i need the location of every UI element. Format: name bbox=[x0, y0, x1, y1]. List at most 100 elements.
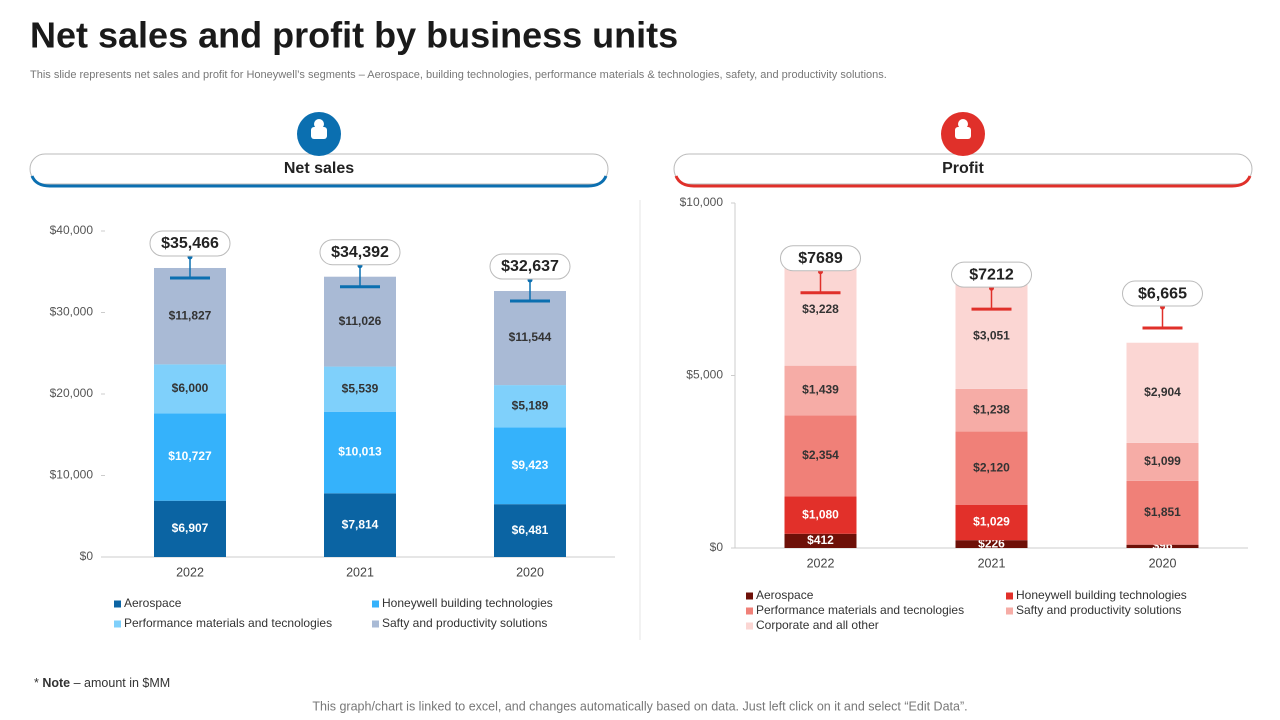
data-label: $5,189 bbox=[512, 398, 549, 412]
bar-segment bbox=[154, 267, 226, 365]
legend-swatch bbox=[372, 620, 379, 628]
note-text: – amount in $MM bbox=[74, 676, 171, 690]
footer: This graph/chart is linked to excel, and… bbox=[312, 699, 967, 713]
data-label: $1,238 bbox=[973, 402, 1010, 416]
legend-label: Corporate and all other bbox=[756, 618, 879, 632]
data-label: $9,423 bbox=[512, 458, 549, 472]
legend-swatch bbox=[114, 620, 121, 628]
y-tick-label: $10,000 bbox=[50, 468, 94, 482]
bar-segment bbox=[324, 366, 396, 412]
data-label: $11,544 bbox=[509, 330, 552, 344]
total-bubble bbox=[319, 239, 401, 266]
bar-segment bbox=[1126, 544, 1199, 548]
bar-segment bbox=[784, 365, 857, 416]
legend-swatch bbox=[746, 622, 753, 630]
y-tick-label: $0 bbox=[710, 540, 724, 554]
bar-segment bbox=[324, 493, 396, 557]
total-label: $32,637 bbox=[501, 258, 559, 275]
x-tick-label: 2020 bbox=[1149, 556, 1177, 570]
bar-segment bbox=[784, 496, 857, 534]
x-tick-label: 2021 bbox=[346, 565, 374, 579]
legend-swatch bbox=[372, 600, 379, 608]
data-label: $2,120 bbox=[973, 460, 1010, 474]
slide-title: Net sales and profit by business units bbox=[30, 15, 678, 56]
legend-label: Honeywell building technologies bbox=[1016, 588, 1187, 602]
data-label: $6,000 bbox=[172, 381, 209, 395]
total-bubble bbox=[780, 245, 861, 272]
bar-segment bbox=[494, 291, 566, 386]
bar-segment bbox=[1126, 342, 1199, 443]
legend-swatch bbox=[746, 592, 753, 600]
bar-segment bbox=[955, 388, 1028, 432]
legend-label: Safty and productivity solutions bbox=[1016, 603, 1181, 617]
total-label: $34,392 bbox=[331, 244, 389, 261]
slide-subtitle: This slide represents net sales and prof… bbox=[30, 69, 887, 81]
bar-segment bbox=[494, 385, 566, 428]
bar-segment bbox=[154, 364, 226, 414]
data-label: $6,907 bbox=[172, 521, 209, 535]
panel-icon-glyph bbox=[955, 127, 971, 139]
panel-icon-glyph bbox=[314, 119, 324, 129]
data-label: $10,013 bbox=[338, 445, 382, 459]
data-label: $2,904 bbox=[1144, 385, 1181, 399]
total-bubble bbox=[149, 230, 231, 257]
data-label: $11,026 bbox=[339, 314, 382, 328]
panel-title: Net sales bbox=[284, 160, 354, 177]
note: * Note – amount in $MM bbox=[34, 676, 170, 690]
y-tick-label: $5,000 bbox=[686, 368, 723, 382]
bar-segment bbox=[784, 533, 857, 548]
legend-label: Aerospace bbox=[124, 596, 182, 610]
total-bubble bbox=[1122, 280, 1203, 307]
legend-swatch bbox=[114, 600, 121, 608]
data-label: $5,539 bbox=[342, 381, 379, 395]
note-label: Note bbox=[42, 676, 70, 690]
bar-segment bbox=[784, 415, 857, 497]
data-label: $1,439 bbox=[802, 383, 839, 397]
x-tick-label: 2022 bbox=[176, 565, 204, 579]
panel-header-accent bbox=[674, 175, 1252, 188]
x-tick-label: 2021 bbox=[978, 556, 1006, 570]
total-label: $6,665 bbox=[1138, 285, 1187, 302]
bar-segment bbox=[1126, 442, 1199, 481]
data-label: $3,228 bbox=[802, 302, 839, 316]
panel-icon-glyph bbox=[311, 127, 327, 139]
bar-segment bbox=[154, 413, 226, 501]
legend-swatch bbox=[1006, 592, 1013, 600]
legend-label: Performance materials and tecnologies bbox=[756, 603, 964, 617]
data-label: $1,851 bbox=[1144, 505, 1181, 519]
bar-segment bbox=[494, 504, 566, 557]
data-label: $11,827 bbox=[169, 308, 212, 322]
panel-title: Profit bbox=[942, 160, 984, 177]
legend-swatch bbox=[746, 607, 753, 615]
legend-swatch bbox=[1006, 607, 1013, 615]
data-label: $10,727 bbox=[168, 449, 212, 463]
y-tick-label: $0 bbox=[80, 549, 94, 563]
data-label: $1,099 bbox=[1144, 454, 1181, 468]
total-label: $7689 bbox=[798, 250, 843, 267]
panel-icon-glyph bbox=[958, 119, 968, 129]
x-tick-label: 2020 bbox=[516, 565, 544, 579]
data-label: $412 bbox=[807, 533, 834, 547]
data-label: $1,080 bbox=[802, 507, 839, 521]
y-tick-label: $30,000 bbox=[50, 305, 94, 319]
legend-label: Safty and productivity solutions bbox=[382, 616, 547, 630]
x-tick-label: 2022 bbox=[807, 556, 835, 570]
bar-segment bbox=[324, 276, 396, 367]
total-bubble bbox=[489, 253, 571, 280]
bar-segment bbox=[1126, 480, 1199, 545]
bar-segment bbox=[494, 427, 566, 505]
data-label: $3,051 bbox=[973, 328, 1010, 342]
bar-segment bbox=[955, 504, 1028, 541]
data-label: $7,814 bbox=[342, 517, 379, 531]
bar-segment bbox=[154, 500, 226, 557]
y-tick-label: $20,000 bbox=[50, 386, 94, 400]
data-label: $2,354 bbox=[802, 448, 839, 462]
bar-segment bbox=[955, 540, 1028, 548]
bar-segment bbox=[324, 411, 396, 494]
legend-label: Honeywell building technologies bbox=[382, 596, 553, 610]
y-tick-label: $10,000 bbox=[680, 195, 724, 209]
legend-label: Performance materials and tecnologies bbox=[124, 616, 332, 630]
panel-header-accent bbox=[30, 175, 608, 188]
